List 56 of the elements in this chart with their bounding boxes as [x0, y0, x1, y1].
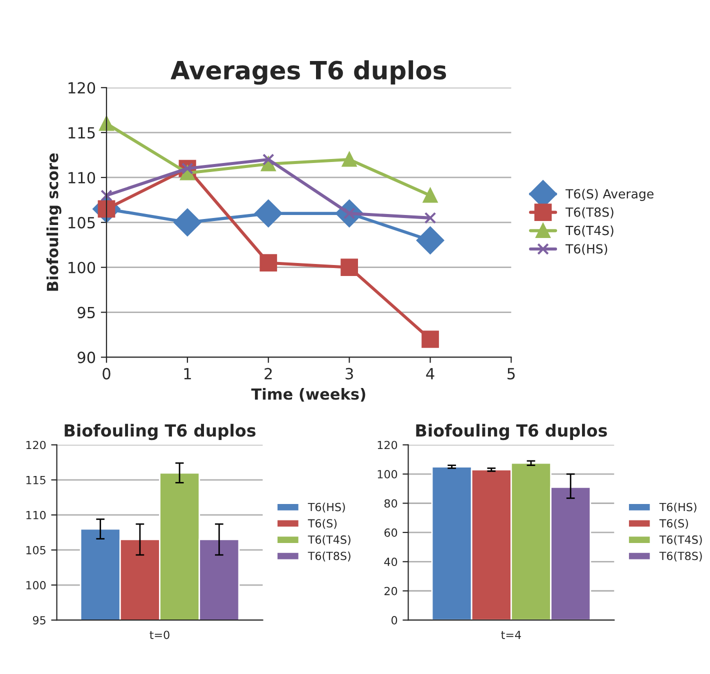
- x-tick-label: 3: [346, 368, 353, 380]
- y-tick-label: 0: [391, 616, 398, 624]
- y-tick-label: 115: [68, 127, 95, 139]
- legend-label: T6(HS): [659, 502, 696, 513]
- y-tick-label: 115: [26, 476, 46, 484]
- legend-label: T6(T8S): [659, 552, 702, 562]
- point: [100, 190, 112, 202]
- y-tick-label: 110: [26, 510, 46, 520]
- point: [260, 254, 278, 272]
- y-tick-label: 120: [68, 82, 96, 94]
- point: [99, 116, 114, 131]
- y-tick-label: 80: [384, 499, 398, 508]
- legend-label: T6(S): [308, 518, 337, 529]
- legend-label: T6(T4S): [308, 535, 350, 546]
- y-axis-title: Biofouling score: [46, 153, 62, 291]
- y-tick-label: 95: [78, 306, 95, 318]
- y-tick-label: 105: [26, 546, 46, 554]
- y-tick-label: 110: [68, 172, 96, 184]
- chart-title: Biofouling T6 duplos: [416, 424, 607, 440]
- point: [254, 200, 282, 228]
- y-tick-label: 60: [384, 528, 398, 537]
- legend-label: T6(T4S): [566, 226, 614, 237]
- x-tick-label: 0: [102, 368, 110, 380]
- y-tick-label: 20: [384, 586, 398, 596]
- y-tick-label: 120: [378, 440, 398, 450]
- y-tick-label: 95: [32, 616, 46, 624]
- y-tick-label: 100: [68, 262, 96, 274]
- legend-label: T6(S): [659, 518, 688, 529]
- point: [174, 208, 202, 236]
- point: [424, 212, 436, 224]
- x-tick-label: 5: [508, 368, 515, 380]
- y-tick-label: 100: [378, 470, 398, 478]
- x-axis-title: t=4: [501, 630, 521, 639]
- point: [342, 152, 357, 167]
- chart-title: Averages T6 duplos: [170, 60, 446, 85]
- x-tick-label: 1: [184, 368, 191, 380]
- y-tick-label: 105: [68, 216, 95, 228]
- x-tick-label: 4: [426, 368, 434, 380]
- point: [422, 330, 439, 348]
- legend-label: T6(S) Average: [566, 188, 654, 201]
- y-tick-label: 120: [26, 440, 46, 450]
- point: [422, 188, 438, 203]
- chart-title: Biofouling T6 duplos: [64, 424, 256, 440]
- legend-label: T6(HS): [308, 502, 345, 513]
- legend-label: T6(T8S): [308, 552, 350, 562]
- legend-label: T6(HS): [566, 244, 608, 256]
- y-tick-label: 90: [78, 352, 96, 364]
- legend-label: T6(T8S): [566, 207, 614, 218]
- x-axis-title: t=0: [150, 630, 170, 640]
- x-tick-label: 2: [264, 368, 272, 380]
- legend-label: T6(T4S): [659, 535, 702, 546]
- y-tick-label: 100: [26, 581, 46, 590]
- point: [416, 226, 444, 254]
- point: [340, 258, 358, 276]
- x-axis-title: Time (weeks): [251, 388, 366, 402]
- y-tick-label: 40: [384, 558, 398, 566]
